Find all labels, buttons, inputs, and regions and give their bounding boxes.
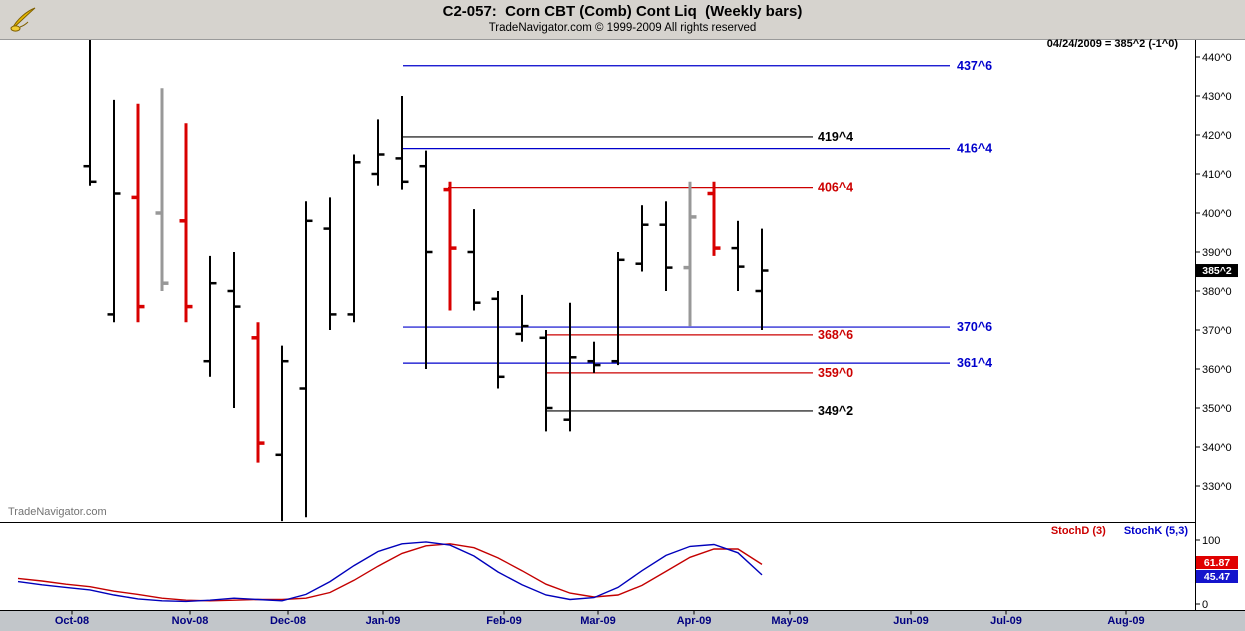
time-axis-label: Oct-08: [55, 615, 89, 627]
level-label: 416^4: [957, 142, 992, 156]
stochd-line: [17, 543, 763, 602]
price-bar: [755, 228, 769, 330]
price-bar: [107, 99, 121, 323]
price-axis-label: 360^0: [1202, 364, 1232, 376]
time-axis-strip[interactable]: [0, 610, 1245, 631]
price-bar: [371, 119, 385, 186]
stochk-value: 45.47: [1204, 571, 1230, 583]
price-bar: [611, 252, 625, 366]
price-bar: [467, 209, 481, 311]
price-bar: [323, 197, 337, 330]
price-bar: [203, 255, 217, 377]
price-axis-label: 340^0: [1202, 442, 1232, 454]
price-bar: [443, 181, 457, 311]
price-bar: [347, 154, 361, 323]
time-axis-label: Apr-09: [677, 615, 712, 627]
stochk-line: [17, 541, 763, 603]
stoch-axis-label: 0: [1202, 599, 1208, 611]
last-price-badge: 385^2: [1196, 264, 1238, 278]
levels-layer: 437^6 419^4 416^4 406^4 370^6 368^6 361^4 359^0…: [403, 59, 992, 418]
tradenavigator-logo-icon: [10, 7, 36, 32]
price-bar: [419, 150, 433, 369]
time-axis-label: Mar-09: [580, 615, 615, 627]
price-bar: [227, 252, 241, 408]
last-price-label: 385^2: [1202, 265, 1232, 277]
time-axis-label: Jul-09: [990, 615, 1022, 627]
price-bar: [731, 220, 745, 291]
price-bar: [491, 291, 505, 389]
stochk-legend-label: StochK (5,3): [1123, 525, 1188, 537]
time-axis-label: Aug-09: [1107, 615, 1144, 627]
price-axis[interactable]: 440^0 430^0 420^0 410^0 400^0 390^0 380^0 370^0…: [1195, 52, 1238, 493]
time-axis[interactable]: Oct-08 Nov-08 Dec-08 Jan-09 Feb-09 Mar-09 Apr-…: [55, 610, 1145, 628]
watermark-text: TradeNavigator.com: [8, 506, 107, 518]
level-label: 437^6: [957, 59, 992, 73]
level-label: 406^4: [818, 181, 853, 195]
level-label: 368^6: [818, 328, 853, 342]
price-axis-label: 400^0: [1202, 208, 1232, 220]
price-bar: [515, 294, 529, 342]
level-label: 419^4: [818, 130, 853, 144]
copyright-notice: TradeNavigator.com © 1999-2009 All right…: [488, 22, 757, 34]
header: C2-057: Corn CBT (Comb) Cont Liq (Weekly…: [0, 0, 1245, 40]
price-bar: [563, 302, 577, 432]
last-quote-readout: 04/24/2009 = 385^2 (-1^0): [1046, 38, 1178, 50]
price-bar: [659, 201, 673, 291]
price-bar: [179, 123, 193, 323]
price-bar: [251, 322, 265, 463]
time-axis-label: Nov-08: [172, 615, 209, 627]
price-axis-label: 330^0: [1202, 481, 1232, 493]
price-bar: [83, 37, 97, 186]
price-bar: [155, 88, 169, 291]
price-bar: [395, 96, 409, 190]
stochd-value-badge: 61.87: [1196, 556, 1238, 569]
chart-title: C2-057: Corn CBT (Comb) Cont Liq (Weekly…: [442, 3, 803, 20]
stochastic-panel[interactable]: 100 0 61.87 45.47: [17, 535, 1238, 611]
price-axis-label: 370^0: [1202, 325, 1232, 337]
stochd-legend-label: StochD (3): [1050, 525, 1106, 537]
time-axis-label: Feb-09: [486, 615, 521, 627]
price-axis-label: 410^0: [1202, 169, 1232, 181]
stochk-value-badge: 45.47: [1196, 570, 1238, 583]
price-bar: [683, 181, 697, 327]
time-axis-label: May-09: [771, 615, 808, 627]
level-label: 359^0: [818, 366, 853, 380]
level-label: 361^4: [957, 356, 992, 370]
price-bar: [131, 103, 145, 323]
level-label: 370^6: [957, 320, 992, 334]
price-bar: [275, 345, 289, 522]
time-axis-label: Dec-08: [270, 615, 306, 627]
price-bar: [587, 341, 601, 373]
stochd-value: 61.87: [1204, 557, 1230, 569]
price-axis-label: 440^0: [1202, 52, 1232, 64]
level-label: 349^2: [818, 404, 853, 418]
price-bar: [635, 205, 649, 272]
stochastic-legend: StochD (3) StochK (5,3): [1051, 525, 1188, 537]
stoch-axis-label: 100: [1202, 535, 1220, 547]
price-bar: [539, 330, 553, 432]
price-axis-label: 420^0: [1202, 130, 1232, 142]
price-axis-label: 390^0: [1202, 247, 1232, 259]
price-bars-layer: [83, 37, 769, 522]
price-bar: [707, 181, 721, 256]
time-axis-label: Jan-09: [366, 615, 401, 627]
price-axis-label: 380^0: [1202, 286, 1232, 298]
price-axis-label: 350^0: [1202, 403, 1232, 415]
price-axis-label: 430^0: [1202, 91, 1232, 103]
time-axis-label: Jun-09: [893, 615, 928, 627]
price-bar: [299, 201, 313, 518]
